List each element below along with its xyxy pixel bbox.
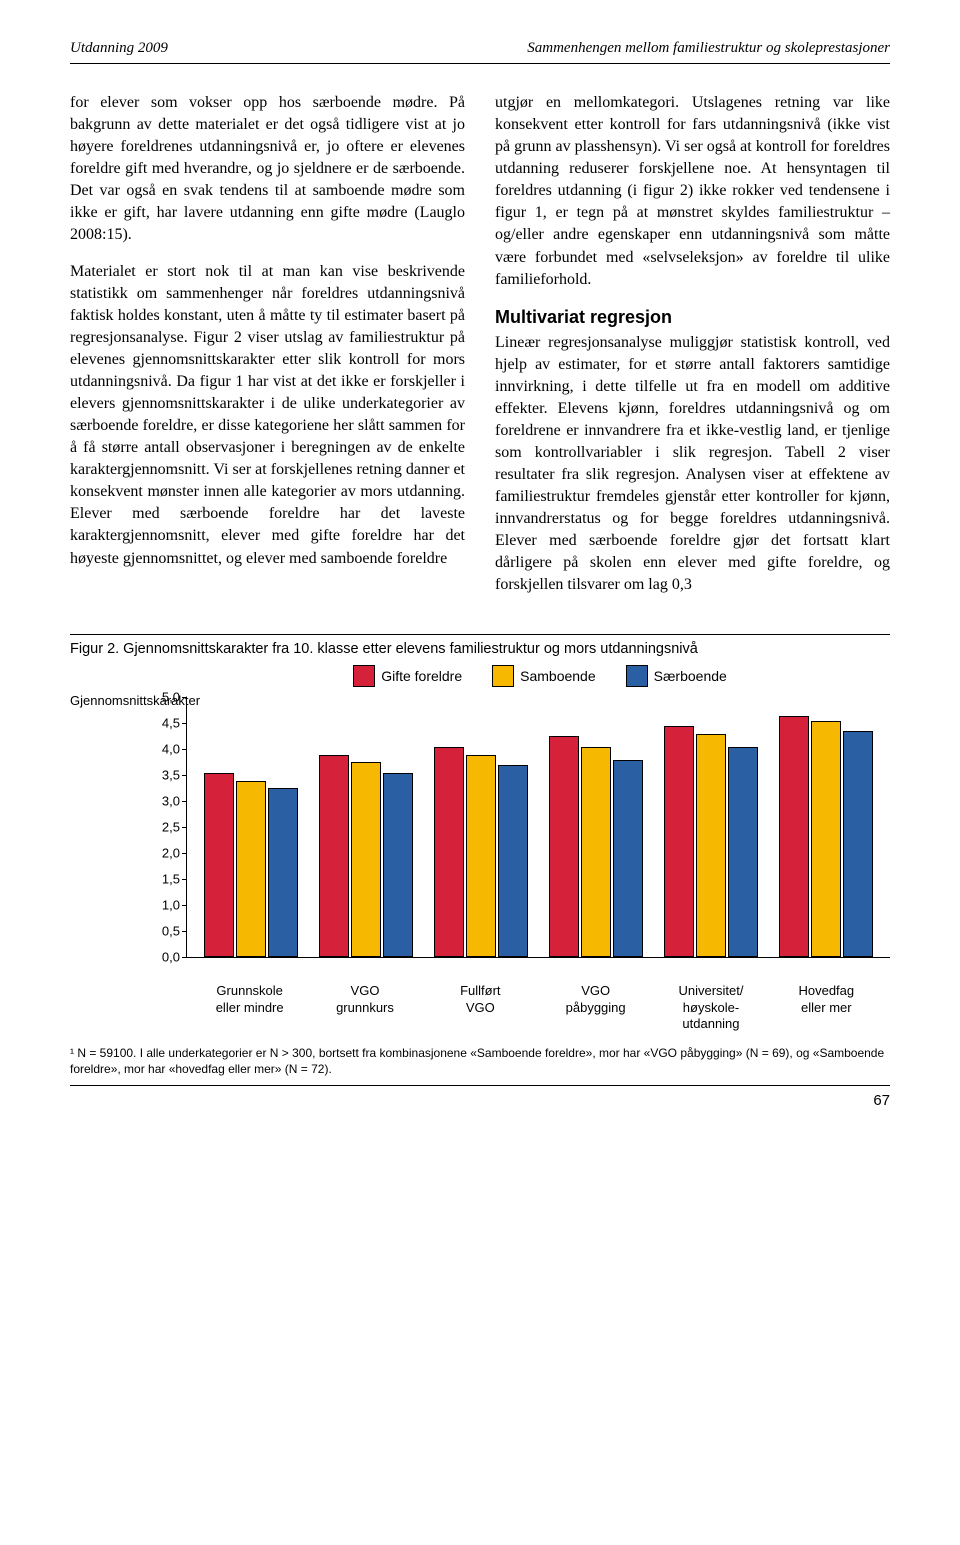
x-tick-label: Hovedfageller mer (769, 983, 884, 1032)
bar (268, 788, 298, 957)
right-p1: utgjør en mellomkategori. Utslagenes ret… (495, 92, 890, 291)
bar (779, 716, 809, 958)
y-tick-label: 3,5 (162, 768, 180, 783)
bar (434, 747, 464, 958)
figure-caption: Figur 2. Gjennomsnittskarakter fra 10. k… (70, 641, 698, 657)
y-tick-label: 5,0 (162, 690, 180, 705)
bar (613, 760, 643, 958)
y-tick-mark (182, 879, 187, 880)
bar (351, 762, 381, 957)
chart-legend: Gifte foreldre Samboende Særboende (190, 665, 890, 687)
y-tick-mark (182, 723, 187, 724)
plot-area (186, 697, 890, 958)
y-tick-mark (182, 957, 187, 958)
page: Utdanning 2009 Sammenhengen mellom famil… (0, 0, 960, 1139)
legend-swatch (492, 665, 514, 687)
x-tick-label: VGOpåbygging (538, 983, 653, 1032)
y-tick-label: 1,0 (162, 898, 180, 913)
y-tick-mark (182, 801, 187, 802)
bar-groups (187, 697, 890, 957)
header-left: Utdanning 2009 (70, 40, 168, 57)
y-tick-mark (182, 931, 187, 932)
y-axis: Gjennomsnittskarakter 0,00,51,01,52,02,5… (70, 697, 186, 957)
left-p2: Materialet er stort nok til at man kan v… (70, 261, 465, 570)
left-p1: for elever som vokser opp hos særboende … (70, 92, 465, 247)
x-tick-label: VGOgrunnkurs (307, 983, 422, 1032)
bar-group (434, 747, 528, 958)
legend-swatch (353, 665, 375, 687)
text-columns: for elever som vokser opp hos særboende … (70, 92, 890, 610)
legend-item: Samboende (492, 665, 596, 687)
bar (498, 765, 528, 957)
y-tick-mark (182, 749, 187, 750)
bar (383, 773, 413, 958)
chart-area: Gjennomsnittskarakter 0,00,51,01,52,02,5… (70, 697, 890, 977)
header-rule (70, 63, 890, 64)
figure-top-rule (70, 634, 890, 635)
bar (319, 755, 349, 958)
y-tick-mark (182, 905, 187, 906)
bar (466, 755, 496, 958)
page-number: 67 (70, 1092, 890, 1109)
bottom-rule (70, 1085, 890, 1086)
y-tick-label: 1,5 (162, 872, 180, 887)
bar-group (204, 773, 298, 958)
y-tick-label: 3,0 (162, 794, 180, 809)
bar (811, 721, 841, 958)
y-tick-mark (182, 775, 187, 776)
bar (581, 747, 611, 958)
bar-group (319, 755, 413, 958)
right-column: utgjør en mellomkategori. Utslagenes ret… (495, 92, 890, 610)
header-right: Sammenhengen mellom familiestruktur og s… (527, 40, 890, 57)
y-tick-mark (182, 697, 187, 698)
y-tick-mark (182, 853, 187, 854)
y-tick-mark (182, 827, 187, 828)
bar-group (664, 726, 758, 957)
x-tick-label: FullførtVGO (423, 983, 538, 1032)
legend-label: Gifte foreldre (381, 668, 462, 684)
bar (696, 734, 726, 958)
figure-footnote: ¹ N = 59100. I alle underkategorier er N… (70, 1046, 890, 1077)
legend-label: Samboende (520, 668, 596, 684)
y-tick-label: 0,0 (162, 950, 180, 965)
x-tick-label: Grunnskoleeller mindre (192, 983, 307, 1032)
section-subhead: Multivariat regresjon (495, 305, 890, 330)
bar (664, 726, 694, 957)
legend-label: Særboende (654, 668, 727, 684)
running-header: Utdanning 2009 Sammenhengen mellom famil… (70, 40, 890, 57)
bar-group (779, 716, 873, 958)
bar (843, 731, 873, 957)
chart: Gifte foreldre Samboende Særboende Gjennom… (70, 665, 890, 1032)
y-tick-label: 4,5 (162, 716, 180, 731)
legend-item: Særboende (626, 665, 727, 687)
y-tick-label: 2,5 (162, 820, 180, 835)
x-tick-label: Universitet/høyskole-utdanning (653, 983, 768, 1032)
legend-swatch (626, 665, 648, 687)
y-tick-label: 4,0 (162, 742, 180, 757)
bar (728, 747, 758, 958)
legend-item: Gifte foreldre (353, 665, 462, 687)
bar (204, 773, 234, 958)
bar (549, 736, 579, 957)
left-column: for elever som vokser opp hos særboende … (70, 92, 465, 610)
figure-caption-block: Figur 2. Gjennomsnittskarakter fra 10. k… (70, 634, 890, 657)
y-axis-title: Gjennomsnittskarakter (70, 693, 200, 708)
right-p2: Lineær regresjonsanalyse muliggjør stati… (495, 332, 890, 597)
bar (236, 781, 266, 958)
x-axis-labels: Grunnskoleeller mindreVGOgrunnkursFullfø… (186, 977, 890, 1032)
y-tick-label: 2,0 (162, 846, 180, 861)
bar-group (549, 736, 643, 957)
y-tick-label: 0,5 (162, 924, 180, 939)
